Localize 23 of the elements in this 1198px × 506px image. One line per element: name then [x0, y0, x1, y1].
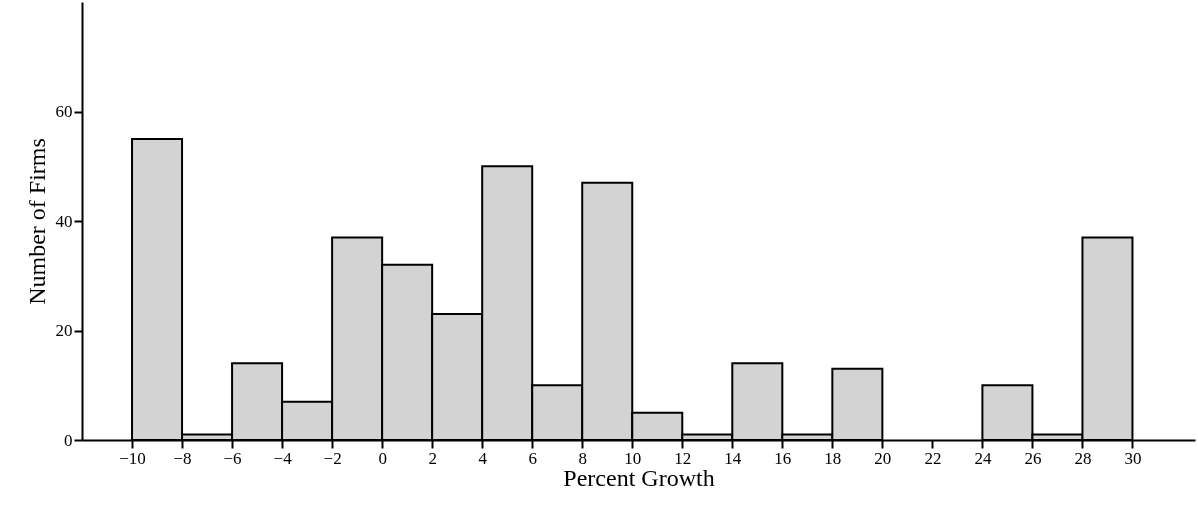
- x-tick-label: −8: [173, 448, 192, 468]
- x-tick-label: 28: [1074, 448, 1092, 468]
- x-tick-label: −2: [323, 448, 342, 468]
- x-tick-label: 4: [478, 448, 488, 468]
- x-tick-label: 30: [1124, 448, 1142, 468]
- x-tick-label: 24: [974, 448, 992, 468]
- x-tick-label: 20: [874, 448, 892, 468]
- x-tick-label: −4: [273, 448, 293, 468]
- x-tick-label: 26: [1024, 448, 1042, 468]
- y-axis-title: Number of Firms: [23, 138, 50, 305]
- y-tick-label: 20: [55, 321, 73, 340]
- x-tick-label: 16: [774, 448, 792, 468]
- x-tick-label: 22: [924, 448, 942, 468]
- x-tick-label: 0: [378, 448, 387, 468]
- x-tick-label: −6: [223, 448, 242, 468]
- y-tick-label: 0: [64, 430, 73, 450]
- y-tick-label: 40: [55, 211, 73, 231]
- x-tick-label: −10: [119, 448, 146, 468]
- x-tick-label: 6: [528, 448, 537, 468]
- x-tick-label: 18: [824, 448, 842, 468]
- x-tick-label: 14: [724, 448, 742, 468]
- y-tick-label: 60: [55, 102, 73, 121]
- x-tick-label: 2: [428, 448, 437, 468]
